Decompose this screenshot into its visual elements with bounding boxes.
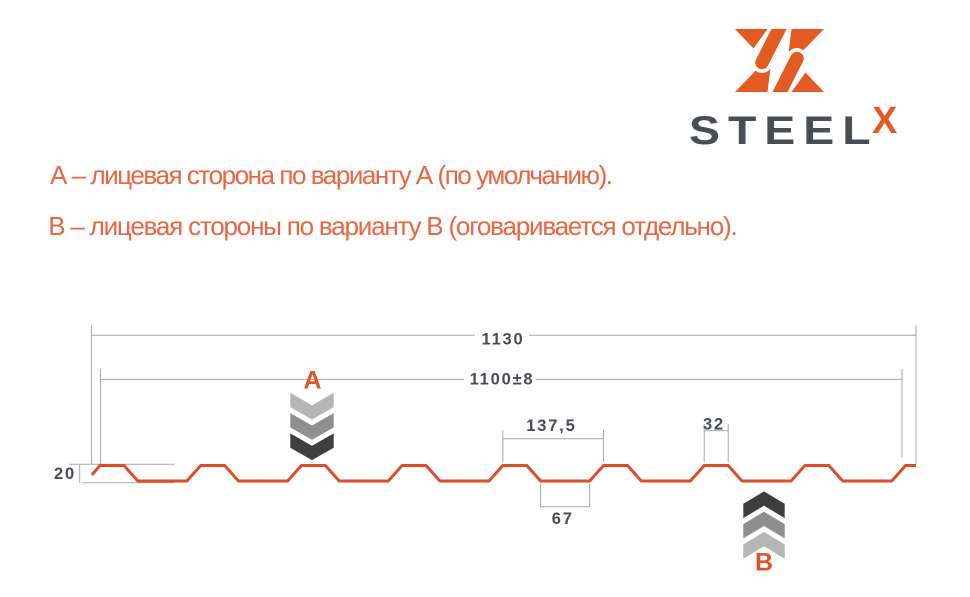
svg-text:B: B	[755, 548, 773, 576]
svg-text:A: A	[303, 367, 321, 395]
svg-text:1130: 1130	[482, 331, 525, 349]
svg-text:67: 67	[552, 510, 574, 528]
svg-text:20: 20	[54, 465, 76, 483]
svg-text:1100±8: 1100±8	[470, 371, 535, 389]
svg-text:137,5: 137,5	[526, 417, 576, 435]
svg-text:32: 32	[703, 416, 725, 434]
